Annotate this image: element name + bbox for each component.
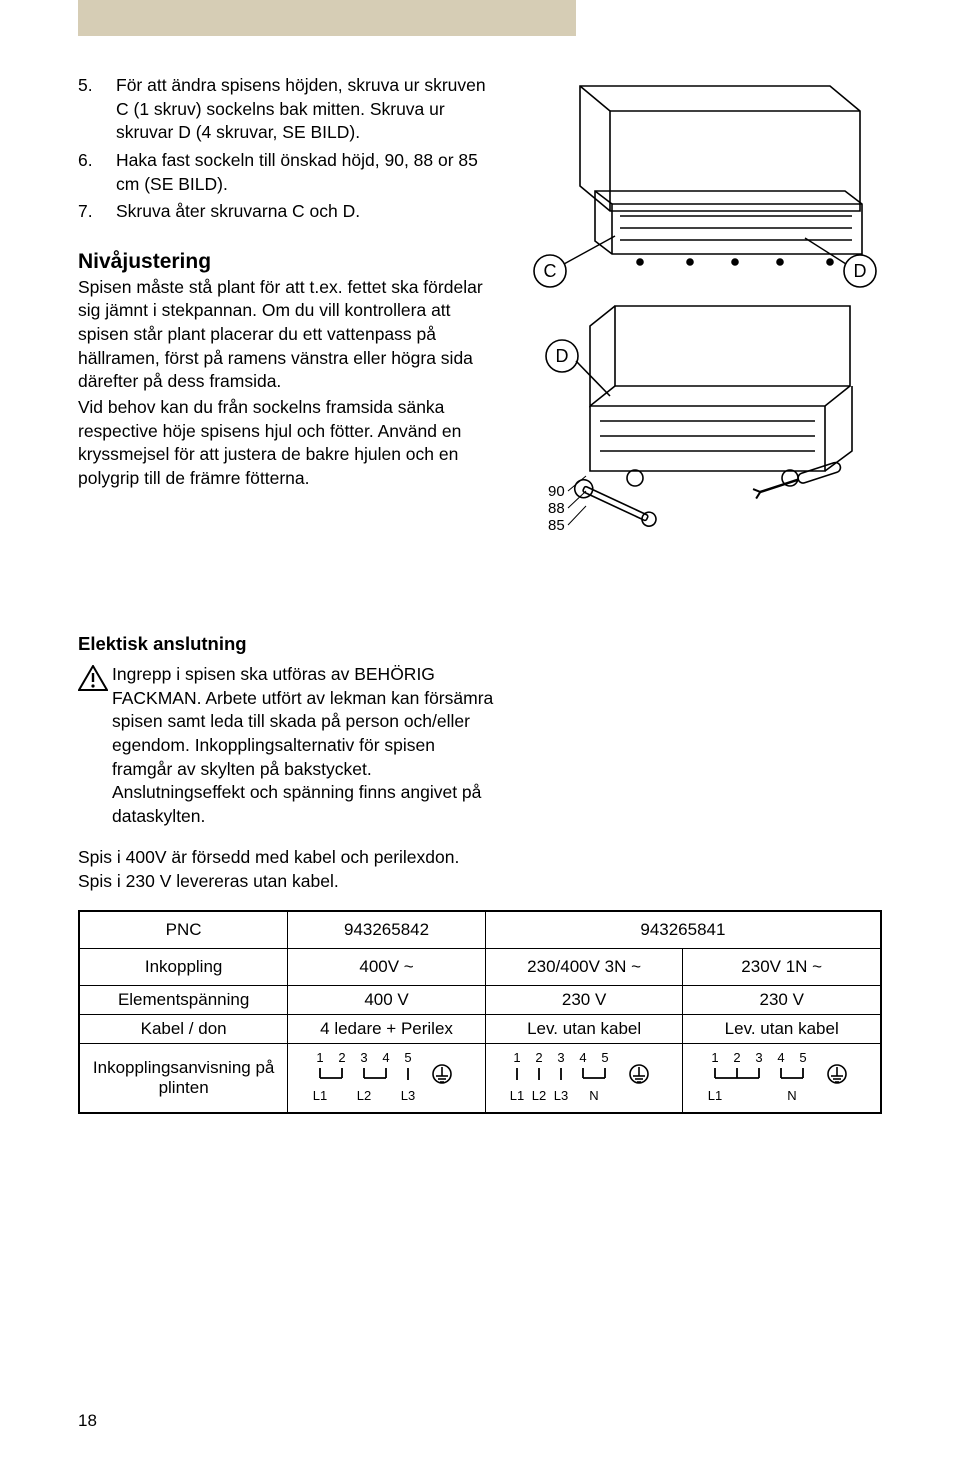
svg-text:88: 88 <box>548 500 565 517</box>
connection-table: PNC 943265842 943265841 Inkoppling 400V … <box>78 910 882 1114</box>
list-item: 7. Skruva åter skruvarna C och D. <box>78 200 496 224</box>
svg-text:5: 5 <box>404 1050 411 1065</box>
table-cell: Inkopplingsanvisning på plinten <box>80 1043 288 1112</box>
svg-text:85: 85 <box>548 517 565 534</box>
table-cell: 400V ~ <box>288 948 486 985</box>
list-number: 7. <box>78 200 116 224</box>
svg-text:1: 1 <box>316 1050 323 1065</box>
svg-text:L3: L3 <box>400 1088 414 1103</box>
warning-icon <box>78 665 108 691</box>
svg-text:C: C <box>544 261 557 281</box>
svg-text:2: 2 <box>535 1050 542 1065</box>
svg-text:3: 3 <box>360 1050 367 1065</box>
table-cell: Lev. utan kabel <box>683 1014 881 1043</box>
list-text: För att ändra spisens höjden, skruva ur … <box>116 74 496 145</box>
svg-text:2: 2 <box>733 1050 740 1065</box>
table-cell: 230V 1N ~ <box>683 948 881 985</box>
table-cell: 230 V <box>683 985 881 1014</box>
svg-text:N: N <box>589 1088 598 1103</box>
svg-text:L2: L2 <box>356 1088 370 1103</box>
table-cell: 943265842 <box>288 911 486 948</box>
text-column: 5. För att ändra spisens höjden, skruva … <box>78 74 496 611</box>
svg-text:4: 4 <box>777 1050 784 1065</box>
heading-nivajustering: Nivåjustering <box>78 250 496 274</box>
svg-text:D: D <box>556 346 569 366</box>
svg-text:5: 5 <box>799 1050 806 1065</box>
wiring-diagram-cell: 1 2 3 4 5 <box>288 1043 486 1112</box>
list-item: 5. För att ändra spisens höjden, skruva … <box>78 74 496 145</box>
wiring-diagram-cell: 1 2 3 4 5 <box>485 1043 683 1112</box>
svg-text:L2: L2 <box>532 1088 546 1103</box>
table-cell: 4 ledare + Perilex <box>288 1014 486 1043</box>
paragraph: Spis i 400V är försedd med kabel och per… <box>78 846 496 893</box>
table-cell: 400 V <box>288 985 486 1014</box>
paragraph: Spisen måste stå plant för att t.ex. fet… <box>78 276 496 394</box>
wiring-diagram-cell: 1 2 3 4 5 L1 <box>683 1043 881 1112</box>
svg-text:L1: L1 <box>707 1088 721 1103</box>
svg-text:D: D <box>854 261 867 281</box>
page-number: 18 <box>78 1411 97 1431</box>
table-cell: Lev. utan kabel <box>485 1014 683 1043</box>
svg-text:2: 2 <box>338 1050 345 1065</box>
installation-diagram: C D <box>520 76 880 596</box>
warning-text: Ingrepp i spisen ska utföras av BEHÖRIG … <box>112 664 493 826</box>
svg-text:L3: L3 <box>554 1088 568 1103</box>
svg-text:N: N <box>787 1088 796 1103</box>
list-number: 5. <box>78 74 116 145</box>
svg-text:4: 4 <box>579 1050 586 1065</box>
table-cell: Inkoppling <box>80 948 288 985</box>
diagram-column: C D <box>520 74 882 611</box>
svg-text:5: 5 <box>601 1050 608 1065</box>
heading-elektisk: Elektisk anslutning <box>78 633 496 655</box>
list-text: Haka fast sockeln till önskad höjd, 90, … <box>116 149 496 196</box>
svg-text:3: 3 <box>557 1050 564 1065</box>
svg-text:L1: L1 <box>510 1088 524 1103</box>
table-cell: 943265841 <box>485 911 880 948</box>
header-band <box>78 0 576 36</box>
table-cell: Kabel / don <box>80 1014 288 1043</box>
svg-text:4: 4 <box>382 1050 389 1065</box>
table-cell: 230/400V 3N ~ <box>485 948 683 985</box>
paragraph: Vid behov kan du från sockelns framsida … <box>78 396 496 491</box>
svg-text:3: 3 <box>755 1050 762 1065</box>
table-cell: PNC <box>80 911 288 948</box>
svg-text:1: 1 <box>513 1050 520 1065</box>
list-text: Skruva åter skruvarna C och D. <box>116 200 496 224</box>
table-cell: 230 V <box>485 985 683 1014</box>
svg-text:L1: L1 <box>312 1088 326 1103</box>
svg-text:1: 1 <box>711 1050 718 1065</box>
list-item: 6. Haka fast sockeln till önskad höjd, 9… <box>78 149 496 196</box>
electrical-section: Elektisk anslutning Ingrepp i spisen ska… <box>78 633 496 894</box>
svg-text:90: 90 <box>548 483 565 500</box>
list-number: 6. <box>78 149 116 196</box>
table-cell: Elementspänning <box>80 985 288 1014</box>
